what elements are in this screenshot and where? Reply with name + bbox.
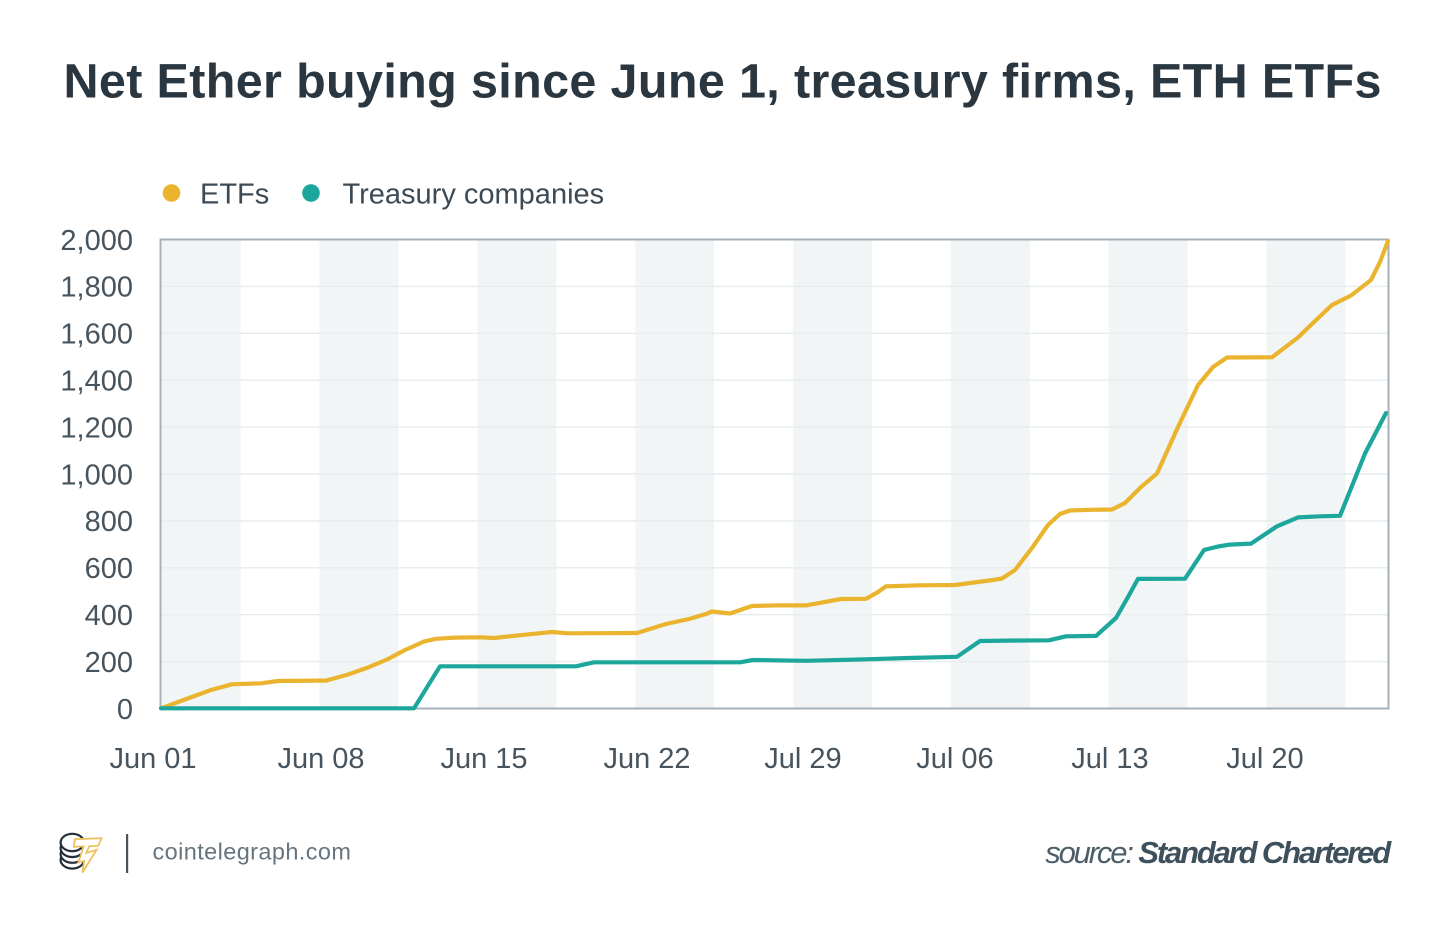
svg-text:1,600: 1,600 xyxy=(60,319,133,351)
svg-text:Net Ether buying since June 1,: Net Ether buying since June 1, treasury … xyxy=(64,55,1382,109)
svg-text:2,000: 2,000 xyxy=(60,225,133,257)
svg-text:Jun 01: Jun 01 xyxy=(109,743,196,775)
svg-text:200: 200 xyxy=(85,647,133,679)
svg-text:Jun 15: Jun 15 xyxy=(440,743,527,775)
svg-text:ETFs: ETFs xyxy=(200,178,269,210)
svg-text:cointelegraph.com: cointelegraph.com xyxy=(153,839,352,865)
svg-text:600: 600 xyxy=(85,553,133,585)
svg-text:Treasury companies: Treasury companies xyxy=(343,178,605,210)
svg-text:Jun 22: Jun 22 xyxy=(603,743,690,775)
svg-text:Jul 06: Jul 06 xyxy=(916,743,993,775)
svg-text:1,200: 1,200 xyxy=(60,412,133,444)
svg-text:source: Standard Chartered: source: Standard Chartered xyxy=(1045,835,1392,870)
svg-text:Jun 08: Jun 08 xyxy=(277,743,364,775)
svg-text:Jul 13: Jul 13 xyxy=(1071,743,1148,775)
svg-text:1,400: 1,400 xyxy=(60,366,133,398)
svg-text:Jul 20: Jul 20 xyxy=(1226,743,1303,775)
svg-text:Jul 29: Jul 29 xyxy=(764,743,841,775)
svg-text:0: 0 xyxy=(117,694,133,726)
svg-text:400: 400 xyxy=(85,600,133,632)
svg-text:800: 800 xyxy=(85,506,133,538)
svg-text:1,800: 1,800 xyxy=(60,272,133,304)
svg-text:1,000: 1,000 xyxy=(60,459,133,491)
